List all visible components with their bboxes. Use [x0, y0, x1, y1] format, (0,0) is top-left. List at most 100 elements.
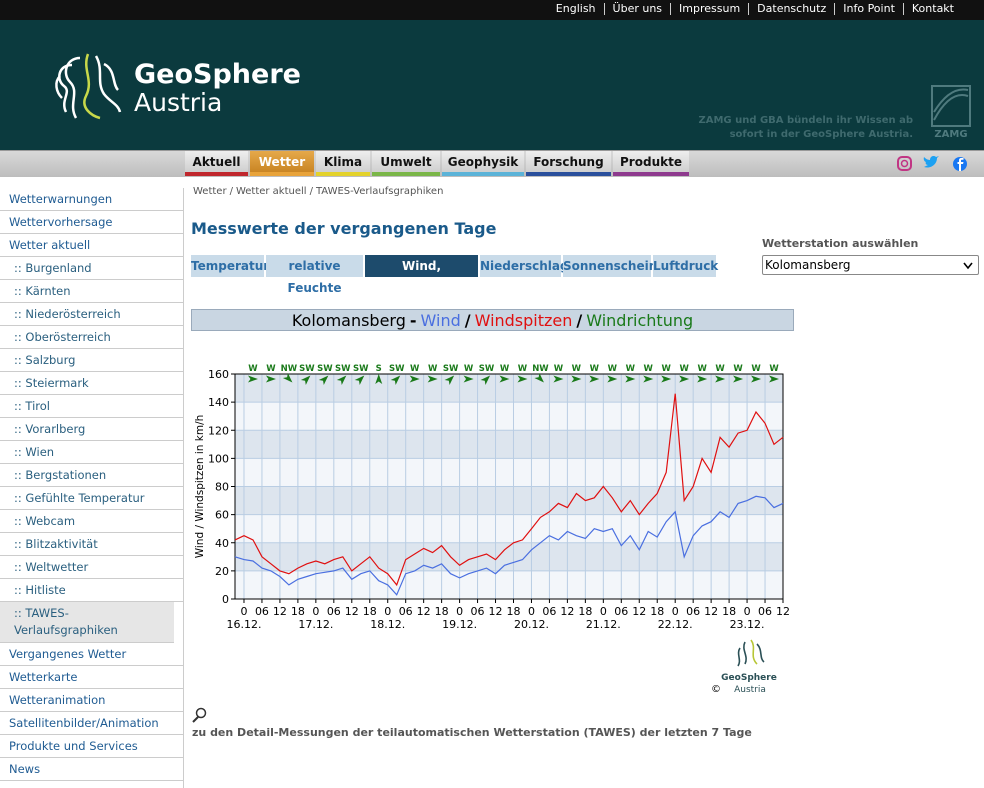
sidebar-link[interactable]: Wetterwarnungen	[0, 188, 183, 211]
sidebar-link[interactable]: Wettervorhersage	[0, 211, 183, 234]
direction-label: W	[410, 364, 420, 374]
x-tick-label: 06	[614, 605, 628, 618]
logo-mark	[55, 53, 122, 120]
x-tick-label: 06	[542, 605, 556, 618]
nav-item[interactable]: Klima	[316, 151, 370, 176]
top-link[interactable]: Info Point	[834, 3, 903, 15]
sidebar-link[interactable]: Vergangenes Wetter	[0, 643, 183, 666]
x-tick-label: 12	[632, 605, 646, 618]
direction-arrow	[679, 375, 690, 383]
y-tick-label: 120	[208, 424, 229, 437]
credit-logo-mark	[750, 639, 758, 665]
direction-label: SW	[317, 364, 333, 374]
grid-band	[235, 374, 783, 403]
sidebar-link[interactable]: :: Burgenland	[0, 257, 183, 280]
direction-arrow	[769, 375, 780, 383]
top-link[interactable]: English	[555, 2, 596, 15]
sidebar-link[interactable]: :: Oberösterreich	[0, 326, 183, 349]
sidebar-link[interactable]: :: Niederösterreich	[0, 303, 183, 326]
plot-frame	[234, 373, 784, 600]
station-select[interactable]: Kolomansberg	[762, 255, 979, 275]
sidebar-link[interactable]: Wetter aktuell	[0, 234, 183, 257]
x-tick-label: 18	[291, 605, 305, 618]
y-tick-label: 80	[215, 481, 229, 494]
x-tick-label: 12	[776, 605, 790, 618]
x-tick-label: 06	[255, 605, 269, 618]
breadcrumb-link[interactable]: Wetter aktuell	[235, 186, 307, 197]
x-tick-label: 12	[273, 605, 287, 618]
x-tick-label: 12	[489, 605, 503, 618]
twitter-icon[interactable]	[923, 156, 939, 168]
direction-label: S	[376, 364, 382, 374]
sidebar-link[interactable]: :: Kärnten	[0, 280, 183, 303]
direction-arrow	[715, 375, 726, 383]
sidebar-link[interactable]: Produkte und Services	[0, 735, 183, 758]
credit-line2: Austria	[734, 685, 766, 695]
sidebar-link[interactable]: :: Blitzaktivität	[0, 533, 183, 556]
x-tick-label: 0	[672, 605, 679, 618]
sidebar-link[interactable]: :: Webcam	[0, 510, 183, 533]
direction-arrow	[499, 375, 510, 383]
sidebar-link[interactable]: :: Vorarlberg	[0, 418, 183, 441]
nav-item[interactable]: Geophysik	[442, 151, 524, 176]
direction-label: W	[500, 364, 510, 374]
sidebar-link[interactable]: :: Hitliste	[0, 579, 183, 602]
tab[interactable]: Niederschlag	[480, 255, 569, 277]
plot-background	[235, 374, 783, 599]
top-link[interactable]: Über uns	[603, 3, 671, 15]
instagram-icon[interactable]	[897, 156, 912, 171]
sidebar-link[interactable]: :: Weltwetter	[0, 556, 183, 579]
footnote-link[interactable]: zu den Detail-Messungen der teilautomati…	[192, 726, 752, 739]
tab[interactable]: Sonnenschein	[563, 255, 657, 277]
x-tick-label: 0	[528, 605, 535, 618]
breadcrumb-link[interactable]: TAWES-Verlaufsgraphiken	[315, 186, 444, 197]
nav-item[interactable]: Umwelt	[372, 151, 440, 176]
direction-arrow	[751, 375, 762, 383]
date-label: 17.12.	[298, 618, 333, 631]
x-tick-label: 18	[722, 605, 736, 618]
top-link[interactable]: Impressum	[670, 3, 748, 15]
direction-label: W	[644, 364, 654, 374]
sidebar-link[interactable]: :: Steiermark	[0, 372, 183, 395]
tab[interactable]: Temperatur	[191, 255, 269, 277]
date-label: 21.12.	[586, 618, 621, 631]
sidebar-link[interactable]: :: Wien	[0, 441, 183, 464]
direction-arrow	[375, 374, 383, 384]
direction-label: SW	[335, 364, 351, 374]
nav-item[interactable]: Wetter	[250, 151, 314, 176]
credit-logo-mark	[756, 643, 765, 663]
sidebar-link[interactable]: News	[0, 758, 183, 781]
direction-arrow	[300, 375, 311, 386]
top-link[interactable]: Datenschutz	[748, 3, 834, 15]
sidebar-link[interactable]: Satellitenbilder/Animation	[0, 712, 183, 735]
logo-line2: Austria	[134, 88, 222, 117]
direction-label: W	[733, 364, 743, 374]
title-station: Kolomansberg	[291, 311, 406, 330]
sidebar-link[interactable]: :: Tirol	[0, 395, 183, 418]
direction-arrow	[390, 375, 401, 386]
nav-item[interactable]: Aktuell	[185, 151, 248, 176]
credit-symbol: ©	[711, 684, 721, 695]
sidebar-link[interactable]: :: Gefühlte Temperatur	[0, 487, 183, 510]
direction-label: SW	[479, 364, 495, 374]
breadcrumb-link[interactable]: Wetter	[193, 186, 227, 197]
sidebar-link[interactable]: Wetteranimation	[0, 689, 183, 712]
nav-item[interactable]: Forschung	[526, 151, 611, 176]
tab[interactable]: Luftdruck	[653, 255, 718, 277]
x-tick-label: 0	[744, 605, 751, 618]
x-tick-label: 06	[399, 605, 413, 618]
direction-label: W	[248, 364, 258, 374]
breadcrumb-separator: /	[309, 186, 313, 197]
tab[interactable]: Wind, Windspitzen	[365, 255, 478, 295]
tab[interactable]: relative Feuchte	[266, 255, 363, 295]
sidebar-link[interactable]: :: Salzburg	[0, 349, 183, 372]
x-tick-label: 0	[600, 605, 607, 618]
y-tick-label: 140	[208, 396, 229, 409]
grid-band	[235, 486, 783, 515]
sidebar-link[interactable]: :: Bergstationen	[0, 464, 183, 487]
nav-item[interactable]: Produkte	[613, 151, 689, 176]
direction-label: SW	[353, 364, 369, 374]
sidebar-link[interactable]: Wetterkarte	[0, 666, 183, 689]
sidebar-link[interactable]: :: TAWES-Verlaufsgraphiken	[0, 602, 174, 643]
top-link[interactable]: Kontakt	[902, 3, 962, 15]
